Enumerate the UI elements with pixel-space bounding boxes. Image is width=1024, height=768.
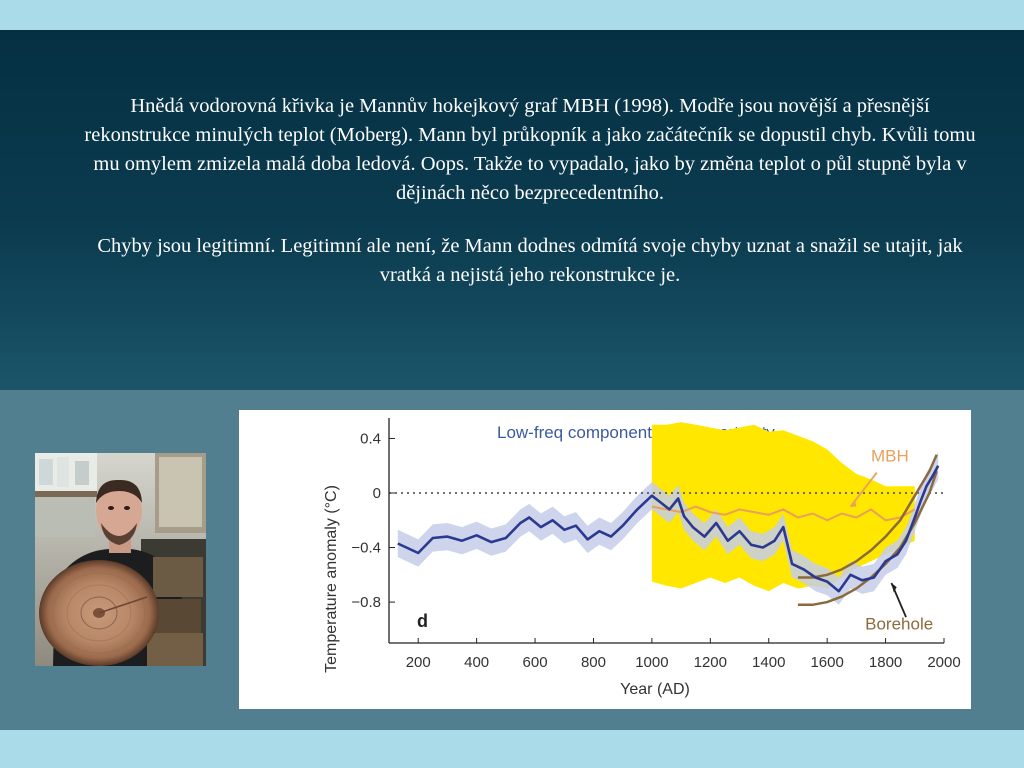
x-tick-label: 200 bbox=[406, 654, 431, 671]
x-tick-label: 600 bbox=[523, 654, 548, 671]
x-tick-label: 1600 bbox=[810, 654, 843, 671]
plot-area: 200 400 600 800 1000 1200 1400 1600 1800 2000 0.4 0… bbox=[351, 418, 961, 671]
chart-panel: Low-freq component with uncertainty Temp… bbox=[239, 410, 971, 709]
panel-label: d bbox=[417, 611, 428, 631]
slide-text: Hnědá vodorovná křivka je Mannův hokejko… bbox=[80, 92, 980, 290]
x-tick-label: 1800 bbox=[869, 654, 902, 671]
temperature-reconstruction-chart: Low-freq component with uncertainty Temp… bbox=[323, 418, 961, 698]
y-axis-label: Temperature anomaly (°C) bbox=[323, 485, 340, 673]
y-tick-label: 0.4 bbox=[360, 430, 381, 447]
moberg-uncertainty-band bbox=[397, 452, 939, 605]
mbh-line bbox=[651, 505, 916, 522]
series-label-borehole: Borehole bbox=[865, 614, 933, 633]
moberg-line bbox=[397, 465, 940, 593]
top-strip bbox=[0, 0, 1024, 30]
y-tick-label: −0.8 bbox=[351, 594, 381, 611]
borehole-upper-line bbox=[797, 454, 938, 579]
mbh-uncertainty-band bbox=[651, 422, 915, 592]
paragraph-2: Chyby jsou legitimní. Legitimní ale není… bbox=[97, 235, 963, 286]
borehole-label-arrowhead bbox=[891, 583, 897, 593]
x-tick-label: 1000 bbox=[635, 654, 668, 671]
x-tick-label: 800 bbox=[581, 654, 606, 671]
mbh-label-arrowhead bbox=[850, 499, 857, 507]
bottom-strip bbox=[0, 730, 1024, 768]
series-label-mbh: MBH bbox=[871, 447, 909, 466]
x-tick-label: 2000 bbox=[927, 654, 960, 671]
paragraph-1: Hnědá vodorovná křivka je Mannův hokejko… bbox=[84, 95, 976, 204]
photo-man-with-tree-ring bbox=[35, 453, 206, 666]
y-tick-label: 0 bbox=[373, 485, 381, 502]
x-tick-label: 400 bbox=[464, 654, 489, 671]
y-tick-label: −0.4 bbox=[351, 540, 381, 557]
x-tick-label: 1200 bbox=[694, 654, 727, 671]
text-panel bbox=[0, 30, 1024, 390]
x-axis-label: Year (AD) bbox=[620, 681, 690, 698]
x-tick-label: 1400 bbox=[752, 654, 785, 671]
